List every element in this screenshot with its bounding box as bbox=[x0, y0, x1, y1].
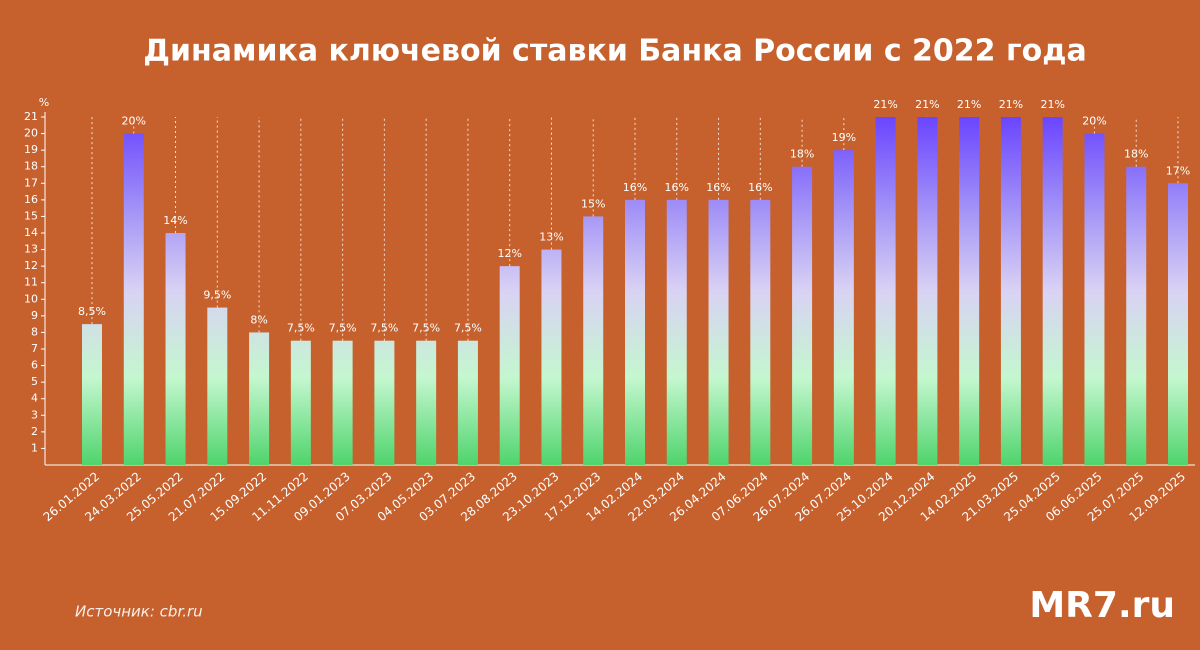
bar bbox=[290, 340, 311, 465]
bar bbox=[1000, 117, 1021, 465]
bar bbox=[165, 233, 186, 465]
bar bbox=[875, 117, 896, 465]
y-tick-label: 20 bbox=[24, 127, 38, 140]
value-label: 7,5% bbox=[454, 322, 482, 335]
bar bbox=[457, 340, 478, 465]
y-tick-label: 15 bbox=[24, 209, 38, 222]
bar bbox=[499, 266, 520, 465]
bar bbox=[1168, 183, 1188, 466]
y-tick-label: 19 bbox=[24, 143, 38, 156]
value-label: 21% bbox=[999, 98, 1023, 111]
value-label: 18% bbox=[790, 148, 814, 161]
y-tick-label: 4 bbox=[31, 392, 38, 405]
value-label: 7,5% bbox=[329, 322, 357, 335]
bar bbox=[1042, 117, 1063, 465]
value-label: 18% bbox=[1124, 148, 1148, 161]
bar bbox=[332, 340, 353, 465]
value-label: 16% bbox=[665, 181, 689, 194]
value-label: 16% bbox=[748, 181, 772, 194]
y-tick-label: 3 bbox=[31, 408, 38, 421]
value-label: 20% bbox=[122, 115, 146, 128]
value-label: 8% bbox=[250, 313, 267, 326]
bar bbox=[541, 249, 562, 465]
y-axis-label: % bbox=[39, 96, 49, 109]
value-label: 7,5% bbox=[370, 322, 398, 335]
bar bbox=[833, 150, 854, 465]
bar bbox=[123, 133, 144, 466]
y-tick-label: 12 bbox=[24, 259, 38, 272]
value-label: 16% bbox=[623, 181, 647, 194]
value-label: 21% bbox=[957, 98, 981, 111]
value-label: 20% bbox=[1082, 115, 1106, 128]
bar bbox=[416, 340, 437, 465]
bar bbox=[1084, 133, 1105, 466]
value-label: 15% bbox=[581, 197, 605, 210]
source: Источник: cbr.ru bbox=[75, 603, 203, 621]
value-label: 12% bbox=[497, 247, 521, 260]
bar bbox=[249, 332, 270, 465]
bar bbox=[959, 117, 980, 465]
bar bbox=[708, 199, 729, 465]
value-label: 14% bbox=[163, 214, 187, 227]
value-label: 21% bbox=[1040, 98, 1064, 111]
bar bbox=[625, 199, 645, 465]
bar bbox=[374, 340, 395, 465]
bar bbox=[207, 307, 228, 465]
y-tick-label: 17 bbox=[24, 176, 38, 189]
y-tick-label: 10 bbox=[24, 292, 38, 305]
value-label: 21% bbox=[873, 98, 897, 111]
value-label: 13% bbox=[539, 231, 563, 244]
bar bbox=[792, 166, 813, 465]
bar bbox=[82, 324, 102, 465]
bar bbox=[750, 199, 771, 465]
y-tick-label: 14 bbox=[24, 226, 38, 239]
y-tick-label: 9 bbox=[31, 309, 38, 322]
value-label: 8,5% bbox=[78, 305, 106, 318]
value-label: 9,5% bbox=[203, 289, 231, 302]
bar bbox=[666, 199, 687, 465]
value-label: 21% bbox=[915, 98, 939, 111]
value-label: 17% bbox=[1166, 164, 1190, 177]
y-tick-label: 11 bbox=[24, 276, 38, 289]
brand-logo: MR7.ru bbox=[1029, 585, 1175, 626]
y-tick-label: 8 bbox=[31, 325, 38, 338]
chart-title: Динамика ключевой ставки Банка России с … bbox=[143, 34, 1087, 69]
y-tick-label: 6 bbox=[31, 359, 38, 372]
value-label: 7,5% bbox=[287, 322, 315, 335]
y-tick-label: 13 bbox=[24, 243, 38, 256]
y-tick-label: 7 bbox=[31, 342, 38, 355]
y-tick-label: 1 bbox=[31, 441, 38, 454]
bar bbox=[583, 216, 604, 465]
value-label: 16% bbox=[706, 181, 730, 194]
y-tick-label: 2 bbox=[31, 425, 38, 438]
y-tick-label: 5 bbox=[31, 375, 38, 388]
y-tick-label: 21 bbox=[24, 110, 38, 123]
y-tick-label: 18 bbox=[24, 160, 38, 173]
value-label: 7,5% bbox=[412, 322, 440, 335]
y-tick-label: 16 bbox=[24, 193, 38, 206]
bar bbox=[1126, 166, 1147, 465]
bar bbox=[917, 117, 938, 465]
value-label: 19% bbox=[832, 131, 856, 144]
